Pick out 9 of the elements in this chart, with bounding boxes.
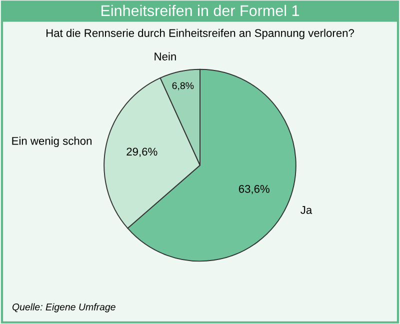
data-label: 6,8% [172,82,194,90]
data-label: 63,6% [238,184,270,194]
source-note: Quelle: Eigene Umfrage [12,303,116,312]
slice-label: Nein [154,52,176,60]
data-label: 29,6% [126,148,158,157]
chart-title: Einheitsreifen in der Formel 1 [101,4,300,16]
chart-subtitle: Hat die Rennserie durch Einheitsreifen an Spannung verloren? [46,28,354,40]
slice-label: Ein wenig schon [12,136,92,148]
slice-label: Ja [300,206,312,214]
